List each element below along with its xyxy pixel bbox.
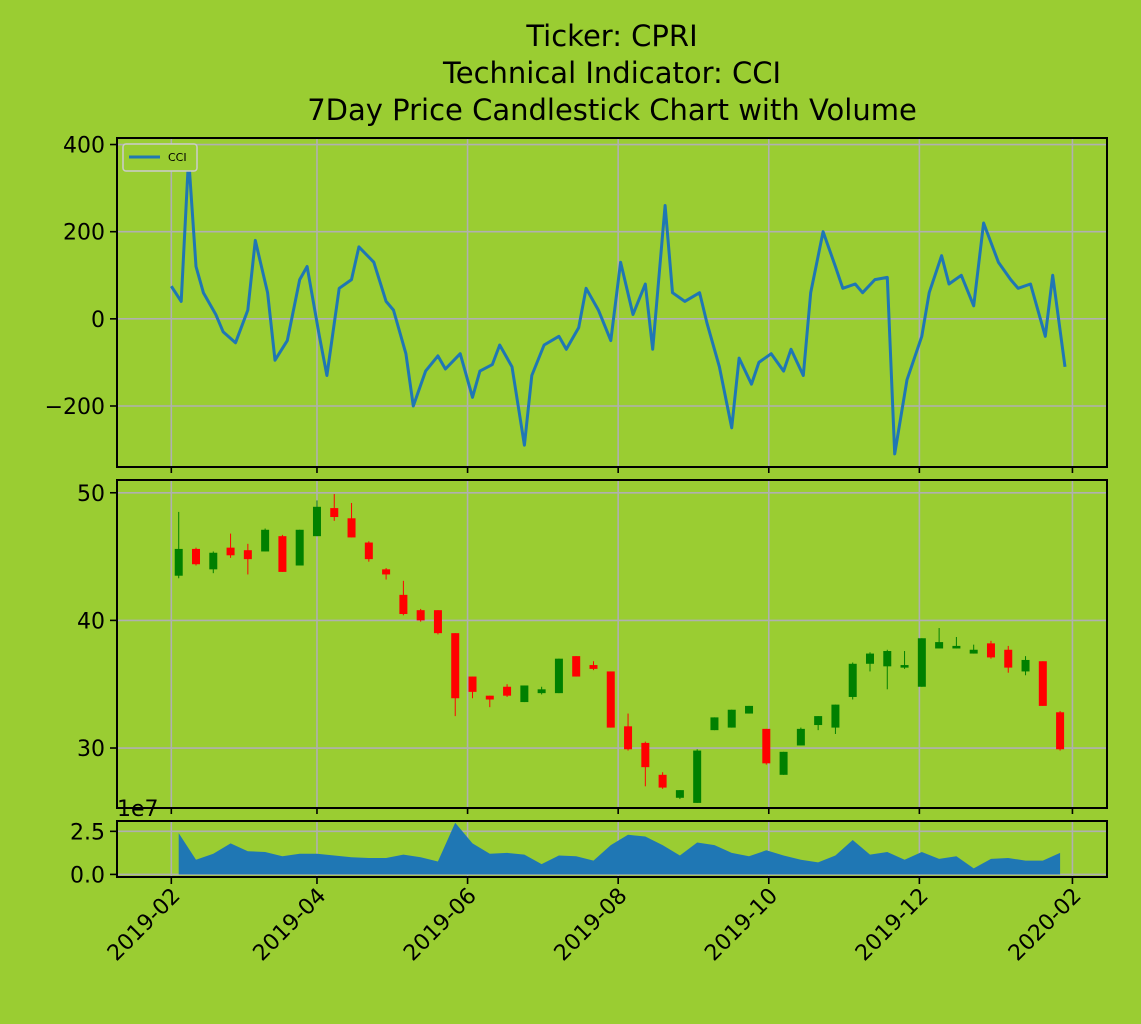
- x-tick-label-3: 2019-08: [550, 884, 633, 967]
- candle-body-41: [883, 651, 891, 666]
- chart-title-line-1: Ticker: CPRI: [525, 19, 697, 53]
- candle-body-16: [451, 633, 459, 698]
- x-tick-label-6: 2020-02: [1004, 884, 1087, 967]
- candle-body-46: [970, 650, 978, 654]
- candle-body-20: [520, 685, 528, 702]
- candle-body-22: [555, 659, 563, 693]
- cci-ytick-label-0: 400: [63, 134, 105, 159]
- candle-body-34: [762, 729, 770, 763]
- candle-body-1: [192, 549, 200, 564]
- x-tick-label-0: 2019-02: [103, 884, 186, 967]
- candle-body-23: [572, 656, 580, 676]
- x-tick-label-2: 2019-06: [399, 884, 482, 967]
- volume-ytick-label-1: 0.0: [70, 863, 105, 888]
- candle-body-3: [227, 548, 235, 556]
- candle-body-2: [209, 553, 217, 570]
- candle-body-0: [175, 549, 183, 576]
- candle-body-8: [313, 507, 321, 536]
- price-ytick-label-2: 30: [77, 737, 105, 762]
- cci-panel: 400 200 0 −200 CCI: [45, 134, 1107, 467]
- candle-body-49: [1022, 660, 1030, 671]
- volume-panel: 2.5 0.0 1e7: [70, 797, 1107, 888]
- candle-body-28: [659, 775, 667, 788]
- candle-body-9: [330, 508, 338, 517]
- candle-body-48: [1004, 650, 1012, 668]
- candle-body-31: [710, 717, 718, 730]
- volume-offset-label: 1e7: [117, 797, 159, 822]
- candle-body-50: [1039, 661, 1047, 706]
- candle-body-14: [417, 610, 425, 620]
- candle-body-21: [538, 689, 546, 693]
- candle-body-24: [589, 665, 597, 669]
- candle-body-33: [745, 706, 753, 714]
- candle-body-51: [1056, 712, 1064, 749]
- candle-body-27: [641, 743, 649, 767]
- candle-body-42: [901, 665, 909, 668]
- candle-body-25: [607, 671, 615, 727]
- candle-body-47: [987, 643, 995, 657]
- candle-body-45: [952, 646, 960, 649]
- price-ytick-label-0: 50: [77, 482, 105, 507]
- candle-body-19: [503, 687, 511, 696]
- candle-body-32: [728, 710, 736, 728]
- candle-body-37: [814, 716, 822, 725]
- candlestick-panel: 50 40 30: [77, 480, 1107, 808]
- cci-plot-area: [117, 138, 1107, 467]
- candle-body-10: [348, 518, 356, 537]
- x-tick-label-5: 2019-12: [851, 884, 934, 967]
- candle-body-13: [399, 595, 407, 614]
- candle-body-29: [676, 790, 684, 798]
- candle-body-6: [278, 536, 286, 572]
- candle-body-11: [365, 543, 373, 560]
- candle-body-17: [469, 677, 477, 692]
- x-tick-label-4: 2019-10: [700, 884, 783, 967]
- candle-body-36: [797, 729, 805, 746]
- cci-legend-label: CCI: [168, 151, 187, 164]
- candle-body-12: [382, 569, 390, 574]
- cci-ytick-label-2: 0: [91, 308, 105, 333]
- candle-body-30: [693, 751, 701, 803]
- x-tick-label-1: 2019-04: [249, 884, 332, 967]
- candle-body-7: [296, 530, 304, 566]
- chart-title-line-3: 7Day Price Candlestick Chart with Volume: [307, 93, 917, 127]
- candle-body-35: [780, 752, 788, 775]
- candle-body-38: [831, 705, 839, 728]
- candle-body-39: [849, 664, 857, 697]
- candle-body-18: [486, 696, 494, 700]
- candle-body-15: [434, 610, 442, 633]
- candle-body-5: [261, 530, 269, 552]
- cci-ytick-label-1: 200: [63, 221, 105, 246]
- candle-body-4: [244, 550, 252, 559]
- cci-ytick-label-3: −200: [45, 395, 105, 420]
- price-ytick-label-1: 40: [77, 609, 105, 634]
- volume-ytick-label-0: 2.5: [70, 820, 105, 845]
- candle-body-26: [624, 726, 632, 749]
- candle-body-40: [866, 654, 874, 664]
- chart-title-line-2: Technical Indicator: CCI: [442, 56, 781, 90]
- candle-body-43: [918, 638, 926, 686]
- candle-body-44: [935, 642, 943, 648]
